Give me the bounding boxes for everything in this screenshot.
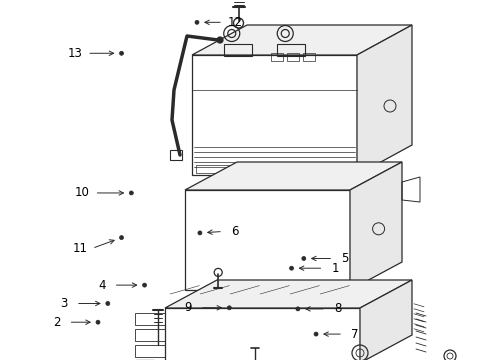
Circle shape: [302, 256, 306, 261]
Polygon shape: [165, 308, 360, 360]
Polygon shape: [350, 162, 402, 290]
Text: 5: 5: [342, 252, 349, 265]
Circle shape: [129, 191, 133, 195]
Polygon shape: [192, 55, 357, 175]
Text: 12: 12: [227, 16, 243, 29]
Bar: [303, 53, 315, 61]
Polygon shape: [185, 162, 402, 190]
Bar: [277, 44, 305, 55]
Text: 9: 9: [184, 301, 192, 314]
Bar: [196, 165, 353, 173]
Circle shape: [96, 320, 100, 324]
Circle shape: [143, 283, 147, 287]
Polygon shape: [192, 25, 412, 55]
Text: 7: 7: [351, 328, 359, 341]
Text: 11: 11: [73, 242, 88, 255]
Circle shape: [120, 51, 123, 55]
Circle shape: [195, 20, 199, 24]
Circle shape: [217, 37, 223, 43]
Circle shape: [296, 307, 300, 311]
Circle shape: [314, 332, 318, 336]
Text: 10: 10: [75, 186, 90, 199]
Circle shape: [198, 231, 202, 235]
Text: 1: 1: [332, 262, 339, 275]
Bar: [224, 44, 252, 55]
Polygon shape: [165, 280, 412, 308]
Text: 8: 8: [334, 302, 342, 315]
Circle shape: [106, 301, 110, 306]
Polygon shape: [185, 190, 350, 290]
Text: 13: 13: [68, 47, 83, 60]
Circle shape: [120, 235, 123, 240]
Circle shape: [227, 306, 231, 310]
Polygon shape: [360, 280, 412, 360]
Text: 3: 3: [60, 297, 68, 310]
Bar: [170, 150, 182, 160]
Bar: [271, 53, 283, 61]
Text: 2: 2: [53, 316, 60, 329]
Bar: [287, 53, 299, 61]
Text: 4: 4: [98, 279, 105, 292]
Circle shape: [290, 266, 294, 270]
Polygon shape: [357, 25, 412, 175]
Text: 6: 6: [231, 225, 239, 238]
